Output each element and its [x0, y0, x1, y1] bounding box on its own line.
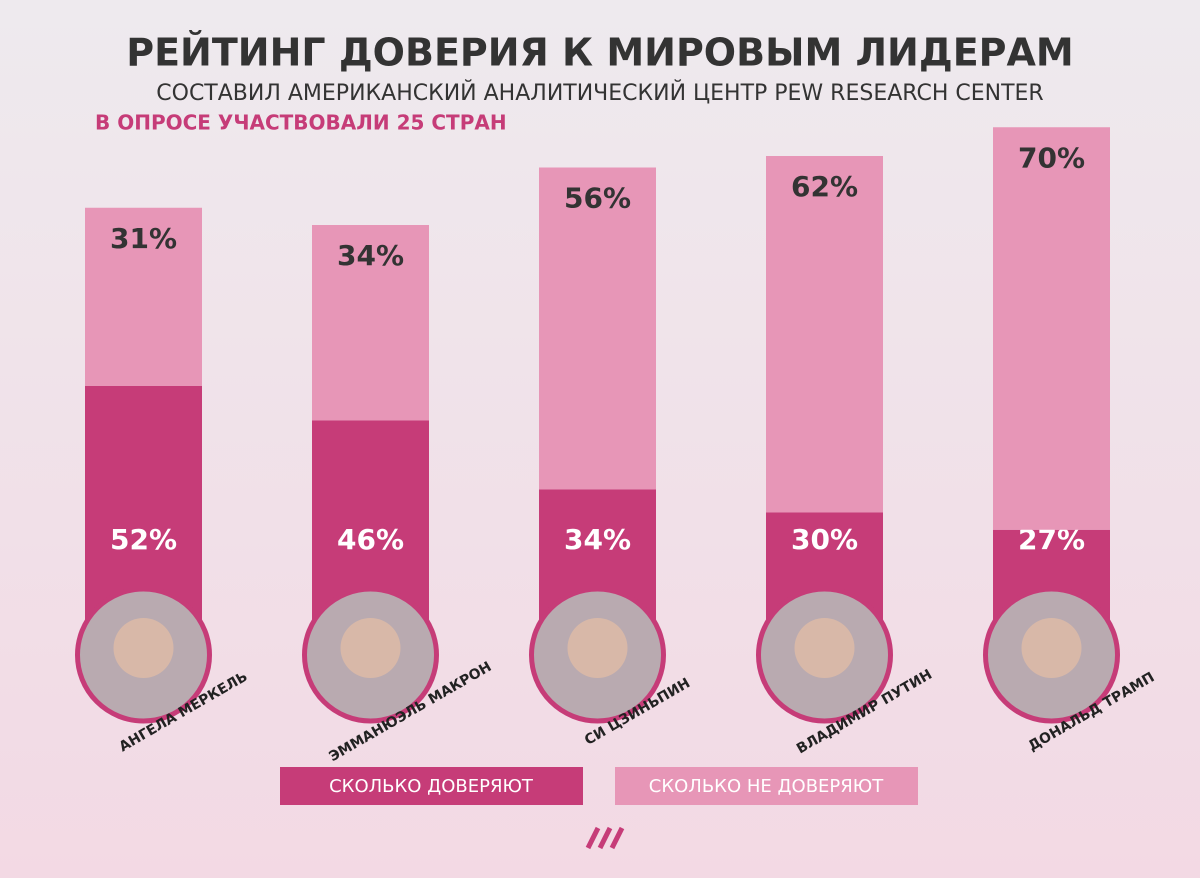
bar-segment — [85, 207, 202, 386]
bar-segment — [993, 127, 1110, 530]
portrait-face — [340, 618, 401, 678]
value-label: 56% — [564, 182, 631, 215]
legend-label: СКОЛЬКО ДОВЕРЯЮТ — [329, 776, 534, 797]
chart-title: РЕЙТИНГ ДОВЕРИЯ К МИРОВЫМ ЛИДЕРАМ — [126, 31, 1073, 75]
bar-segment — [539, 167, 656, 490]
portrait-face — [794, 618, 855, 678]
portrait-face — [113, 618, 174, 678]
value-label: 46% — [337, 523, 404, 556]
portrait-face — [1021, 618, 1082, 678]
value-label: 31% — [110, 222, 177, 255]
legend-swatch — [615, 767, 918, 805]
annotation: В ОПРОСЕ УЧАСТВОВАЛИ 25 СТРАН — [95, 111, 507, 135]
bar-segment — [312, 225, 429, 421]
value-label: 70% — [1018, 141, 1085, 174]
value-label: 30% — [791, 523, 858, 556]
logo — [585, 826, 625, 850]
legend-swatch — [280, 767, 583, 805]
portrait-face — [567, 618, 628, 678]
value-label: 62% — [791, 170, 858, 203]
legend-label: СКОЛЬКО НЕ ДОВЕРЯЮТ — [649, 776, 884, 797]
value-label: 52% — [110, 523, 177, 556]
value-label: 34% — [337, 239, 404, 272]
value-label: 34% — [564, 523, 631, 556]
bar-segment — [766, 156, 883, 513]
chart-subtitle: СОСТАВИЛ АМЕРИКАНСКИЙ АНАЛИТИЧЕСКИЙ ЦЕНТ… — [156, 80, 1043, 106]
